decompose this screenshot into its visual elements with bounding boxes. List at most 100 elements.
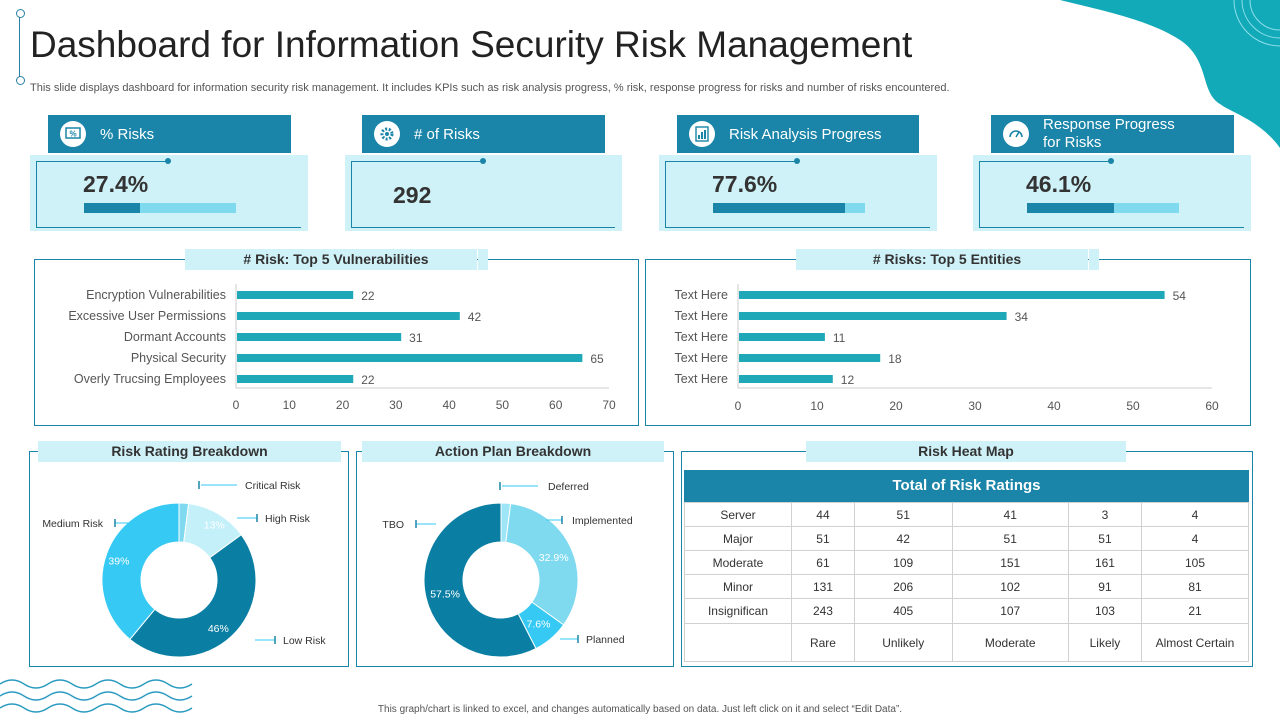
table-cell: 42 bbox=[853, 526, 953, 551]
kpi-progress-fill bbox=[84, 203, 141, 213]
kpi-progress-fill bbox=[713, 203, 846, 213]
category-label: Encryption Vulnerabilities bbox=[86, 288, 226, 302]
x-tick-label: 50 bbox=[1126, 399, 1140, 413]
kpi-value: 46.1% bbox=[1026, 171, 1092, 197]
kpi-percent-risks-tab: % % Risks bbox=[48, 115, 291, 153]
x-tick-label: 0 bbox=[735, 399, 742, 413]
slice-value-label: 57.5% bbox=[430, 588, 460, 600]
table-cell: 109 bbox=[853, 550, 953, 575]
kpi-marker-dot bbox=[794, 158, 800, 164]
row-label: Major bbox=[684, 526, 792, 551]
table-row: Moderate 61 109 151 161 105 bbox=[684, 550, 1249, 575]
x-tick-label: 40 bbox=[1047, 399, 1061, 413]
category-label: Text Here bbox=[675, 351, 729, 365]
table-cell: 51 bbox=[951, 526, 1069, 551]
panel-title-edge bbox=[806, 441, 816, 462]
table-cell: 51 bbox=[853, 502, 953, 527]
table-cell: 131 bbox=[791, 574, 855, 599]
x-tick-label: 60 bbox=[1205, 399, 1219, 413]
row-label: Minor bbox=[684, 574, 792, 599]
kpi-progress-fill bbox=[1027, 203, 1114, 213]
table-cell: 151 bbox=[951, 550, 1069, 575]
legend-label: Low Risk bbox=[283, 635, 326, 647]
legend-label: Planned bbox=[586, 634, 625, 646]
table-corner-cell bbox=[684, 623, 792, 662]
x-tick-label: 10 bbox=[283, 398, 297, 412]
kpi-percent-risks-card: 27.4% bbox=[30, 155, 308, 231]
kpi-progress-track bbox=[84, 203, 236, 213]
kpi-frame-line bbox=[979, 161, 1111, 162]
data-label: 22 bbox=[361, 373, 375, 387]
kpi-marker-dot bbox=[1108, 158, 1114, 164]
data-label: 18 bbox=[888, 352, 902, 366]
legend-label: Critical Risk bbox=[245, 480, 301, 492]
kpi-value: 77.6% bbox=[712, 171, 778, 197]
bar bbox=[237, 291, 354, 299]
slice-value-label: 7.6% bbox=[527, 619, 551, 631]
x-tick-label: 10 bbox=[810, 399, 824, 413]
column-label: Unlikely bbox=[853, 623, 953, 662]
row-label: Insignifican bbox=[684, 598, 792, 624]
table-cell: 81 bbox=[1141, 574, 1249, 599]
vulnerabilities-title: # Risk: Top 5 Vulnerabilities bbox=[195, 249, 477, 270]
x-tick-label: 30 bbox=[389, 398, 403, 412]
data-label: 11 bbox=[833, 331, 846, 345]
heat-map-title: Risk Heat Map bbox=[816, 441, 1116, 462]
entities-title: # Risks: Top 5 Entities bbox=[806, 249, 1088, 270]
x-tick-label: 50 bbox=[496, 398, 510, 412]
donut-slice bbox=[423, 502, 537, 658]
vulnerabilities-panel bbox=[34, 259, 639, 426]
bar bbox=[739, 354, 881, 362]
category-label: Excessive User Permissions bbox=[68, 309, 226, 323]
category-label: Text Here bbox=[675, 372, 729, 386]
table-cell: 105 bbox=[1141, 550, 1249, 575]
x-tick-label: 70 bbox=[602, 398, 616, 412]
panel-title-edge bbox=[185, 249, 195, 270]
table-cell: 206 bbox=[853, 574, 953, 599]
kpi-frame bbox=[979, 161, 1244, 228]
table-row: Insignifican 243 405 107 103 21 bbox=[684, 598, 1249, 624]
kpi-risk-analysis-card: 77.6% bbox=[659, 155, 937, 231]
table-cell: 91 bbox=[1067, 574, 1143, 599]
kpi-response-progress-tab: Response Progress for Risks bbox=[991, 115, 1234, 153]
title-accent-dot bbox=[16, 76, 25, 85]
table-cell: 103 bbox=[1067, 598, 1143, 624]
data-label: 22 bbox=[361, 289, 375, 303]
data-label: 12 bbox=[841, 373, 855, 387]
table-row: Major 51 42 51 51 4 bbox=[684, 526, 1249, 551]
table-cell: 21 bbox=[1141, 598, 1249, 624]
table-cell: 243 bbox=[791, 598, 855, 624]
table-column-header-row: Rare Unlikely Moderate Likely Almost Cer… bbox=[684, 623, 1249, 662]
donut-slice bbox=[505, 503, 579, 626]
slice-value-label: 32.9% bbox=[539, 552, 569, 564]
table-cell: 61 bbox=[791, 550, 855, 575]
panel-title-edge bbox=[796, 249, 806, 270]
slice-value-label: 13% bbox=[204, 520, 225, 532]
bar bbox=[237, 375, 354, 383]
column-label: Almost Certain bbox=[1141, 623, 1249, 662]
entities-bar-chart: Text Here 54 Text Here 34 Text Here 11 Text He… bbox=[675, 284, 1219, 413]
page-subtitle: This slide displays dashboard for inform… bbox=[30, 82, 950, 94]
report-chart-icon bbox=[689, 121, 715, 147]
x-tick-label: 0 bbox=[233, 398, 240, 412]
legend-label: Implemented bbox=[572, 515, 633, 527]
kpi-progress-track bbox=[1027, 203, 1179, 213]
donut-slice bbox=[129, 534, 257, 658]
vulnerabilities-bar-chart: Encryption Vulnerabilities 22 Excessive Us… bbox=[68, 284, 616, 412]
page-title: Dashboard for Information Security Risk … bbox=[30, 24, 913, 65]
action-plan-title: Action Plan Breakdown bbox=[372, 441, 654, 462]
bar bbox=[237, 333, 402, 341]
panel-title-edge bbox=[654, 441, 664, 462]
data-label: 54 bbox=[1173, 289, 1187, 303]
heat-map-header: Total of Risk Ratings bbox=[684, 470, 1249, 502]
speedometer-icon bbox=[1003, 121, 1029, 147]
table-cell: 4 bbox=[1141, 502, 1249, 527]
row-label: Moderate bbox=[684, 550, 792, 575]
bar bbox=[237, 312, 460, 320]
table-cell: 51 bbox=[791, 526, 855, 551]
risk-rating-title: Risk Rating Breakdown bbox=[48, 441, 331, 462]
x-tick-label: 40 bbox=[442, 398, 456, 412]
table-cell: 51 bbox=[1067, 526, 1143, 551]
kpi-label: # of Risks bbox=[414, 125, 480, 143]
kpi-value: 292 bbox=[393, 182, 432, 208]
